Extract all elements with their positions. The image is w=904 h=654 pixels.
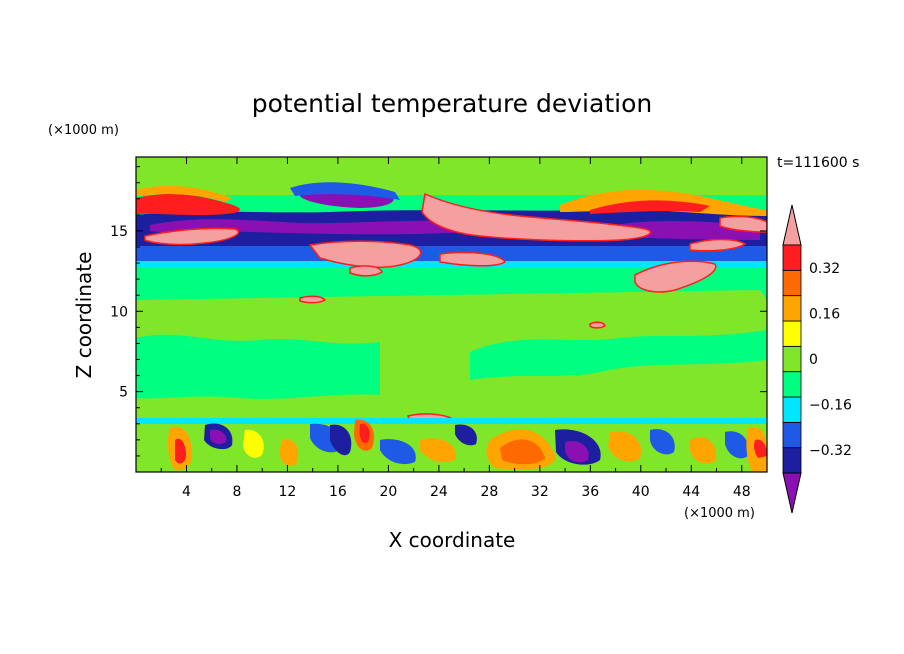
- x-axis-ticks: 4 8 12 16 20 24 28 32 36 40 44 48: [160, 157, 751, 500]
- colorbar: 0.32 0.16 0 −0.16 −0.32: [782, 204, 852, 514]
- plot-area: [136, 157, 767, 472]
- field-mid-patch-1: [136, 334, 380, 399]
- x-tick-label: 12: [279, 484, 297, 500]
- colorbar-swatch: [782, 447, 802, 474]
- colorbar-tick-label: −0.32: [809, 443, 852, 459]
- x-tick-label: 4: [182, 484, 191, 500]
- x-tick-label: 16: [329, 484, 347, 500]
- plot-frame: [135, 156, 768, 473]
- colorbar-tick-label: 0: [809, 352, 818, 368]
- colorbar-swatch: [782, 244, 802, 271]
- x-tick-label: 44: [682, 484, 700, 500]
- colorbar-tick-label: −0.16: [809, 398, 852, 414]
- colorbar-tick-label: 0.16: [809, 306, 840, 322]
- y-axis-unit: (×1000 m): [48, 123, 119, 138]
- x-axis-title: X coordinate: [389, 528, 516, 552]
- colorbar-swatch: [782, 396, 802, 423]
- x-tick-label: 48: [733, 484, 751, 500]
- x-tick-label: 24: [430, 484, 448, 500]
- field-band-8: [290, 182, 400, 200]
- colorbar-swatch: [782, 345, 802, 373]
- y-tick-label: 15: [110, 224, 128, 240]
- field-upper: [136, 157, 767, 195]
- y-axis-title: Z coordinate: [72, 252, 96, 379]
- x-tick-label: 40: [632, 484, 650, 500]
- x-tick-label: 36: [581, 484, 599, 500]
- colorbar-extend-min: [782, 472, 802, 514]
- colorbar-tick-label: 0.32: [809, 261, 840, 277]
- y-axis-ticks: 5 10 15: [110, 166, 767, 457]
- field-warm-4: [590, 200, 710, 214]
- field-mid-patch-2: [470, 330, 767, 380]
- colorbar-swatch: [782, 421, 802, 449]
- field-band-3: [136, 238, 767, 246]
- x-tick-label: 20: [379, 484, 397, 500]
- colorbar-swatch: [782, 371, 802, 398]
- y-tick-label: 10: [110, 304, 128, 320]
- colorbar-swatch: [782, 269, 802, 297]
- time-label: t=111600 s: [777, 155, 859, 171]
- x-axis-unit: (×1000 m): [684, 506, 755, 521]
- colorbar-extend-max: [782, 204, 802, 246]
- y-tick-label: 5: [119, 385, 128, 401]
- x-tick-label: 28: [480, 484, 498, 500]
- field-warm-2: [136, 185, 232, 202]
- field-warm-1: [136, 193, 240, 215]
- colorbar-swatch: [782, 320, 802, 347]
- field-pink-filaments: [144, 192, 767, 429]
- colorbar-swatch: [782, 295, 802, 322]
- x-tick-label: 32: [531, 484, 549, 500]
- field-bl-eddies: [136, 418, 767, 472]
- x-tick-label: 8: [232, 484, 241, 500]
- chart-title: potential temperature deviation: [252, 89, 652, 118]
